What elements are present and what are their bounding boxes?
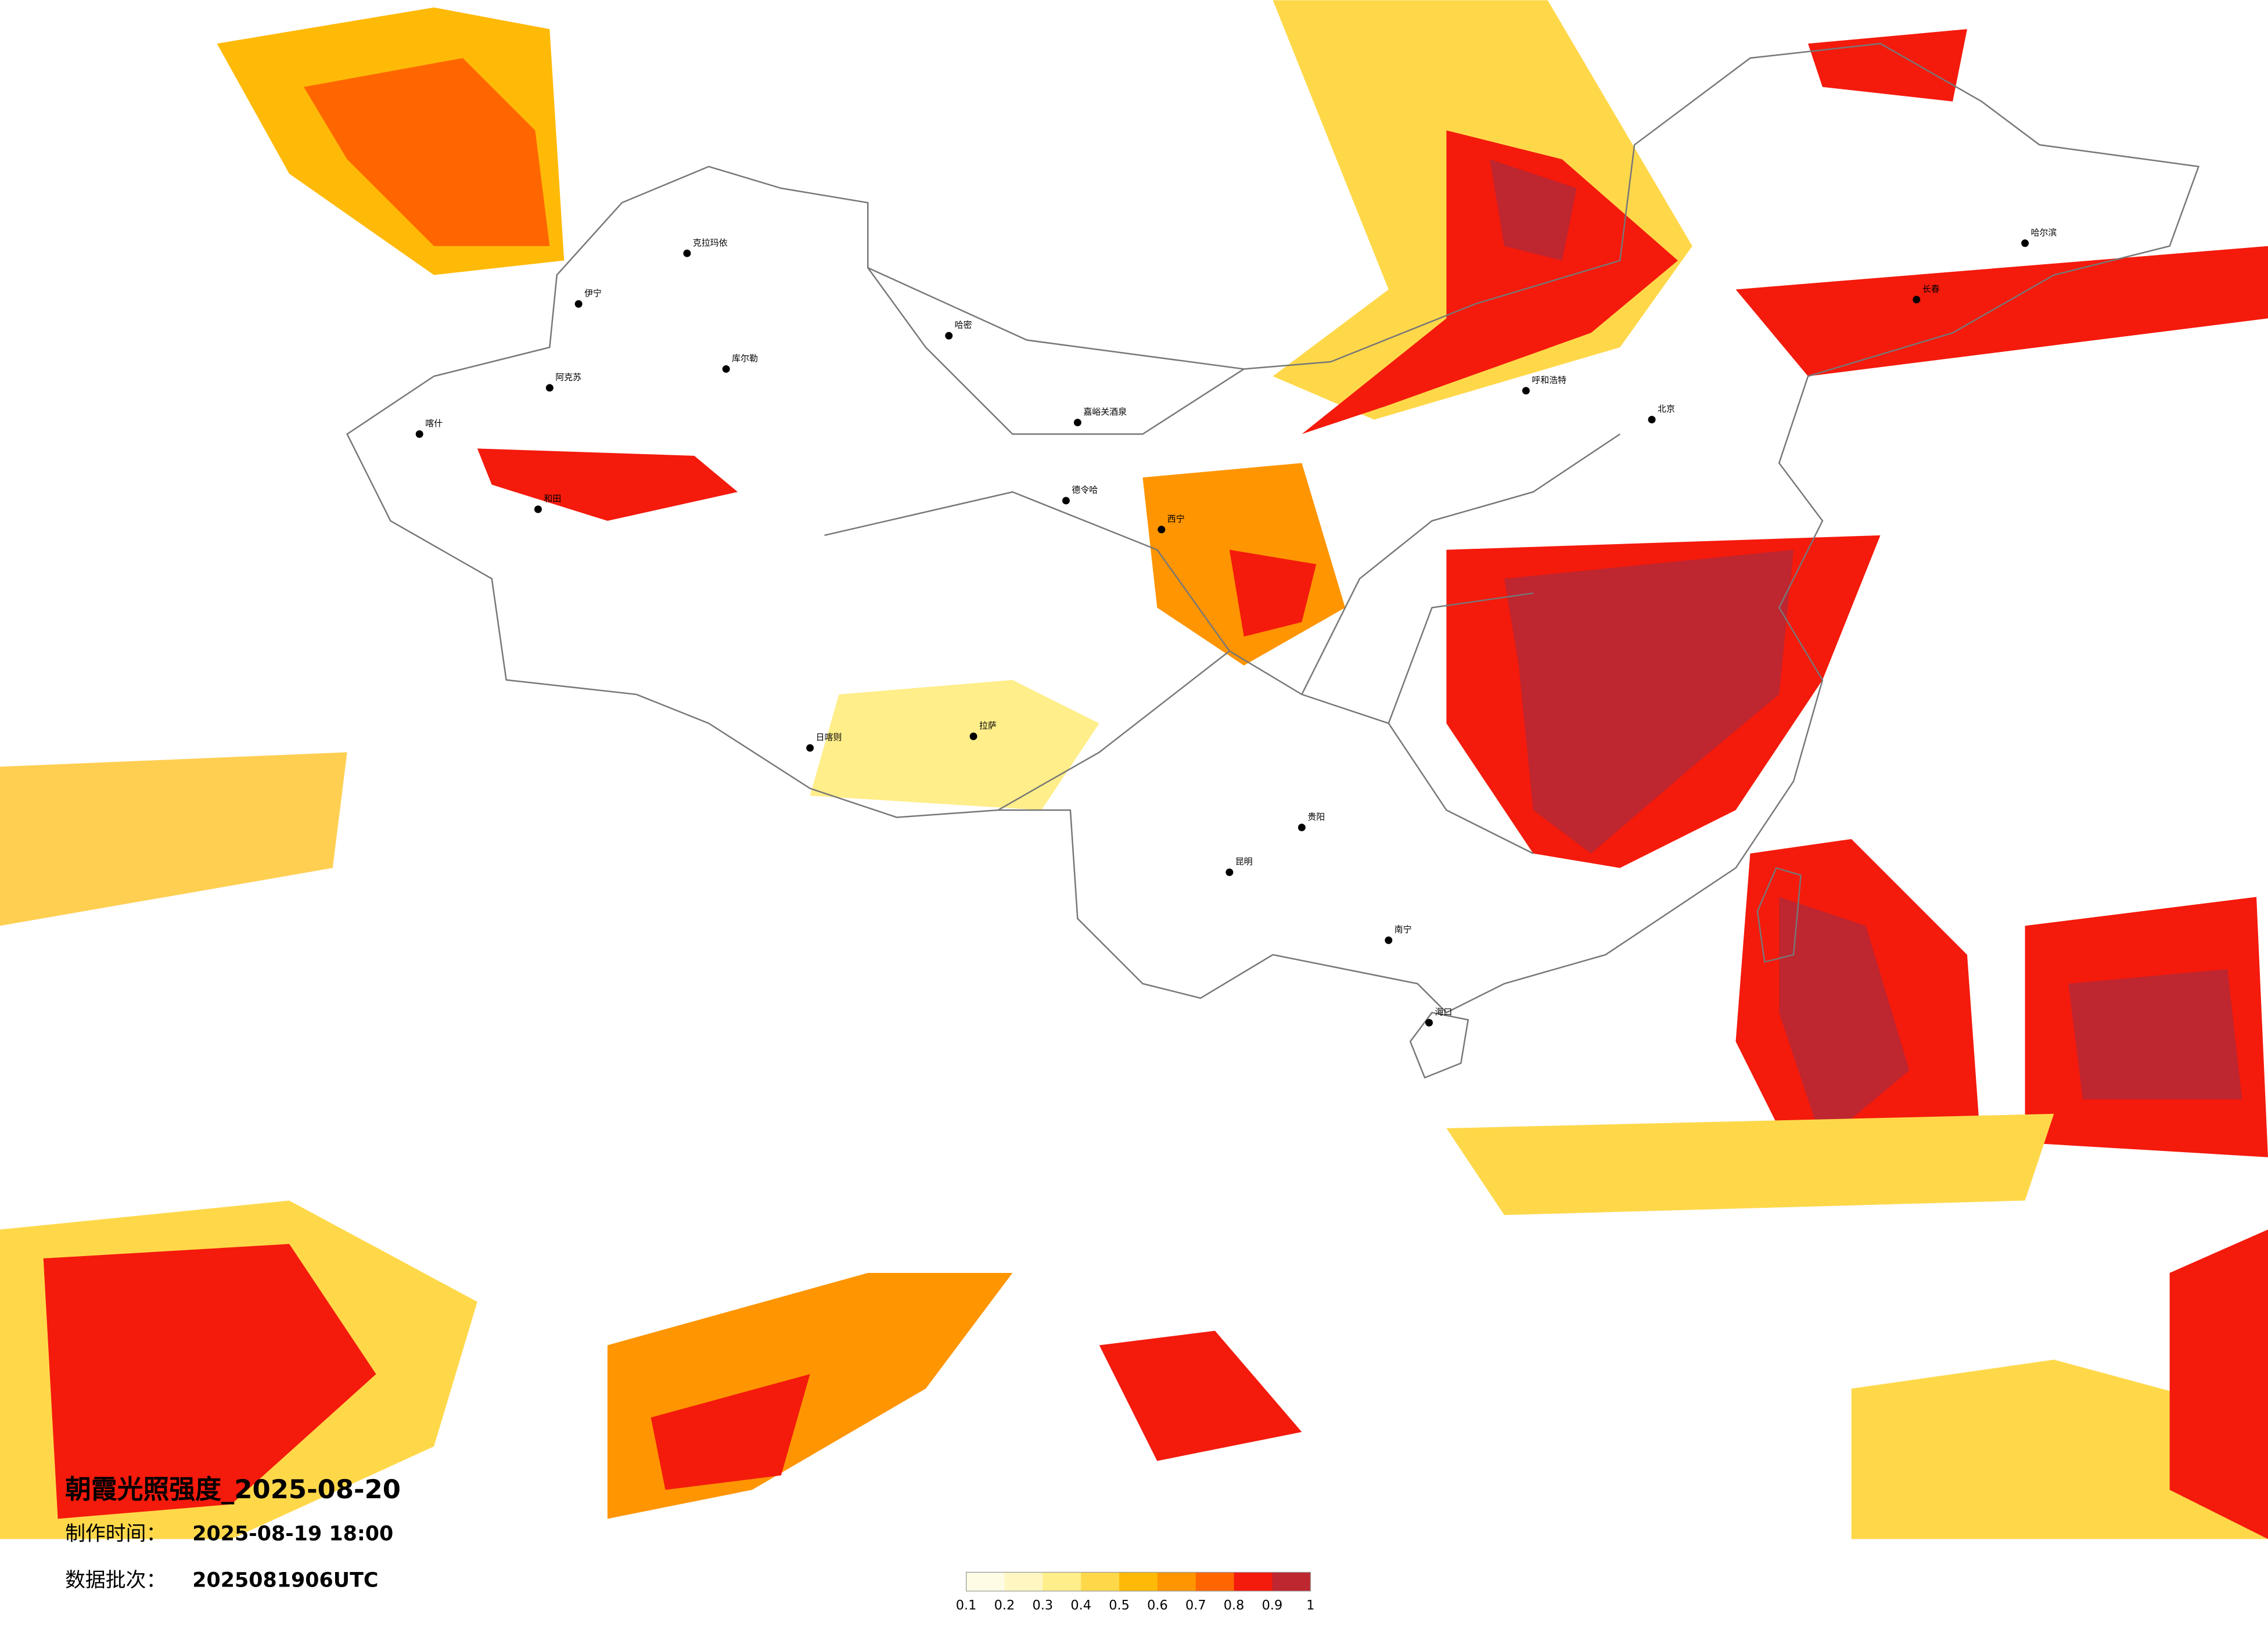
city-label: 库尔勒 xyxy=(732,353,758,364)
city-dot xyxy=(806,744,814,752)
legend-swatch xyxy=(1234,1572,1273,1591)
city-label: 和田 xyxy=(544,494,561,504)
city-dot xyxy=(415,430,423,438)
legend-tick-label: 0.4 xyxy=(1070,1598,1091,1613)
city-dot xyxy=(2021,239,2029,247)
city-label: 西宁 xyxy=(1167,513,1185,524)
city-label: 海口 xyxy=(1435,1007,1453,1017)
legend-swatch xyxy=(1004,1572,1044,1591)
legend-swatch xyxy=(966,1572,1005,1591)
city-dot xyxy=(969,732,977,740)
city-dot xyxy=(683,249,691,257)
legend-tick-label: 0.3 xyxy=(1033,1598,1054,1613)
city-label: 伊宁 xyxy=(584,288,602,298)
legend: 0.1 0.2 0.3 0.4 0.5 0.6 0.7 0.8 0.9 1 xyxy=(956,1571,1314,1613)
city-dot xyxy=(1225,868,1234,876)
boundaries xyxy=(346,42,2200,1079)
legend-swatch xyxy=(1043,1572,1081,1591)
legend-tick-label: 1 xyxy=(1306,1598,1314,1613)
city-dot xyxy=(1913,296,1921,304)
legend-swatch xyxy=(1081,1572,1120,1591)
city-label: 呼和浩特 xyxy=(1532,375,1566,385)
legend-frame xyxy=(965,1571,1311,1592)
city-dot xyxy=(722,365,730,373)
batch: 2025081906UTC xyxy=(192,1569,378,1592)
glow-fields xyxy=(0,0,2268,1539)
city-dot xyxy=(1425,1019,1433,1027)
city-dot xyxy=(574,300,583,308)
city-label: 阿克苏 xyxy=(555,372,581,382)
legend-tick-label: 0.1 xyxy=(956,1598,977,1613)
city-dot xyxy=(1158,526,1166,534)
batch-label: 数据批次： xyxy=(65,1569,166,1592)
city-label: 长春 xyxy=(1922,283,1940,294)
city-dot xyxy=(1648,416,1656,424)
legend-tick-label: 0.5 xyxy=(1109,1598,1130,1613)
city-label: 嘉峪关酒泉 xyxy=(1083,406,1127,417)
city-dot xyxy=(1297,823,1306,832)
legend-tick-label: 0.9 xyxy=(1262,1598,1283,1613)
city-label: 南宁 xyxy=(1394,924,1412,935)
city-label: 昆明 xyxy=(1235,857,1253,867)
legend-tick-label: 0.7 xyxy=(1185,1598,1206,1613)
city-dot xyxy=(534,505,542,513)
city-label: 克拉玛依 xyxy=(693,238,728,248)
legend-swatch xyxy=(1272,1572,1311,1591)
made-label: 制作时间： xyxy=(65,1523,166,1546)
city-label: 哈尔滨 xyxy=(2031,227,2057,238)
legend-swatch xyxy=(1157,1572,1196,1591)
legend-tick-label: 0.8 xyxy=(1224,1598,1245,1613)
city-label: 贵阳 xyxy=(1307,811,1325,822)
city-dot xyxy=(1522,387,1530,395)
city-label: 德令哈 xyxy=(1072,485,1098,495)
city-label: 北京 xyxy=(1658,404,1675,414)
city-label: 拉萨 xyxy=(979,721,997,731)
map-title: 朝霞光照强度_2025-08-20 xyxy=(65,1474,401,1505)
city-dot xyxy=(945,332,953,340)
city-dot xyxy=(1385,936,1393,944)
city-label: 喀什 xyxy=(425,418,443,429)
city-label: 日喀则 xyxy=(816,732,842,742)
legend-swatch xyxy=(1119,1572,1158,1591)
city-dot xyxy=(1073,419,1081,427)
made-time: 2025-08-19 18:00 xyxy=(192,1523,393,1546)
legend-tick-label: 0.6 xyxy=(1147,1598,1168,1613)
legend-swatch xyxy=(1195,1572,1235,1591)
legend-tick-label: 0.2 xyxy=(994,1598,1015,1613)
city-dot xyxy=(1062,497,1070,505)
city-dot xyxy=(545,384,553,392)
city-label: 哈密 xyxy=(955,320,972,330)
